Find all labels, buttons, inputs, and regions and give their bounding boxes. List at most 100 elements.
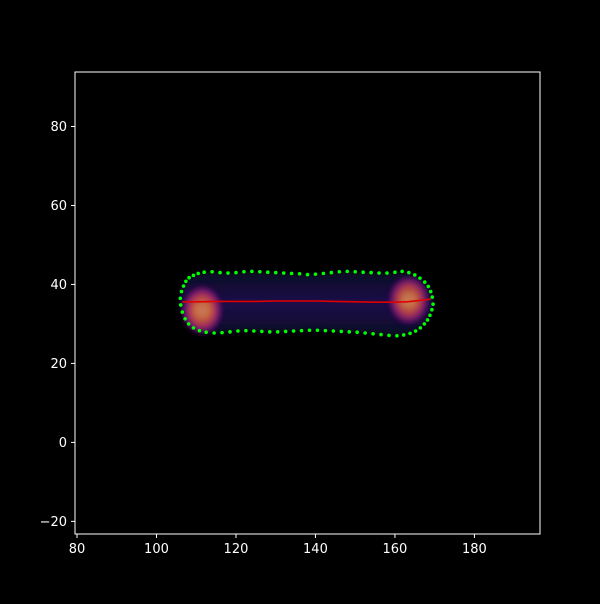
outline-point	[184, 279, 188, 284]
outline-point	[183, 316, 187, 321]
outline-point	[307, 328, 312, 333]
y-tick-label: 80	[50, 120, 67, 135]
outline-point	[422, 280, 427, 284]
outline-point	[413, 273, 417, 277]
outline-point	[204, 330, 208, 335]
outline-point	[400, 269, 404, 274]
bright-spot-core	[399, 289, 418, 312]
outline-point	[242, 270, 246, 274]
y-tick-label: 20	[50, 357, 67, 372]
midline	[182, 298, 431, 303]
y-tick-label: −20	[40, 515, 67, 530]
outline-point	[178, 303, 183, 307]
outline-point	[212, 331, 216, 335]
outline-point	[186, 322, 191, 326]
outline-point	[353, 270, 357, 274]
outline-point	[422, 322, 427, 326]
outline-point	[401, 333, 406, 337]
outline-point	[210, 270, 214, 274]
outline-point	[259, 329, 264, 334]
outline-point	[299, 328, 304, 333]
outline-point	[220, 330, 224, 335]
outline-point	[426, 284, 431, 289]
outline-point	[408, 331, 412, 336]
y-tick-label: 0	[59, 436, 67, 451]
outline-point	[315, 328, 320, 333]
outline-point	[379, 332, 383, 337]
outline-point	[407, 270, 411, 275]
series-layer	[178, 269, 435, 338]
outline-point	[361, 270, 365, 275]
outline-point	[430, 307, 434, 312]
x-tick-label: 120	[224, 542, 249, 557]
outline-point	[321, 271, 326, 276]
outline-point	[179, 289, 184, 294]
outline-point	[430, 295, 435, 299]
outline-point	[202, 270, 206, 275]
outline-point	[275, 330, 280, 334]
outline-point	[377, 271, 381, 275]
outline-point	[258, 270, 262, 274]
outline-point	[428, 289, 433, 294]
outline-point	[289, 271, 294, 276]
outline-point	[313, 272, 318, 276]
outline-point	[428, 313, 432, 318]
outline-point	[178, 296, 183, 301]
x-tick-label: 100	[144, 542, 169, 557]
outline-point	[387, 333, 391, 338]
outline-point	[250, 269, 254, 274]
outline-point	[369, 270, 373, 275]
x-tick-label: 160	[383, 542, 408, 557]
outline-point	[226, 271, 230, 275]
x-tick-label: 180	[462, 542, 487, 557]
outline-point	[191, 326, 196, 330]
outline-point	[297, 271, 302, 276]
bright-spot-core	[193, 299, 212, 322]
x-tick-label: 140	[303, 542, 328, 557]
outline-point	[196, 271, 201, 276]
y-axis-ticks: −20 0 20 40 60 80	[40, 120, 75, 530]
outline-point	[425, 318, 430, 322]
outline-point	[371, 332, 375, 336]
outline-point	[355, 330, 359, 335]
outline-point	[244, 328, 248, 333]
outline-point	[191, 273, 196, 278]
outline-point	[197, 328, 202, 333]
outline-point	[180, 310, 185, 314]
outline-point	[431, 302, 435, 306]
outline-point	[418, 326, 423, 330]
outline-point	[218, 270, 222, 275]
outline-point	[234, 270, 238, 275]
outline-point	[305, 272, 310, 277]
outline-point	[283, 329, 288, 334]
x-tick-label: 80	[69, 542, 86, 557]
outline-point	[393, 270, 397, 275]
outline-point	[323, 328, 328, 333]
outline-point	[413, 329, 418, 333]
outline-point	[181, 284, 186, 288]
outline-point	[273, 270, 278, 275]
outline-point	[329, 270, 334, 275]
outline-point	[236, 329, 240, 333]
outline-point	[331, 329, 336, 333]
outline-point	[228, 330, 232, 334]
outline-point	[339, 329, 344, 334]
outline-point	[347, 330, 352, 334]
outline-point	[337, 270, 342, 274]
outline-point	[265, 270, 270, 275]
outline-point	[187, 275, 191, 280]
outline-point	[418, 276, 422, 280]
outline-point	[281, 271, 286, 275]
outline-point	[363, 331, 367, 335]
axes-frame	[74, 71, 541, 535]
x-axis-ticks: 80 100 120 140 160 180	[69, 534, 487, 557]
outline-point	[267, 330, 272, 334]
outline-point	[385, 271, 389, 275]
heatmap-image	[180, 271, 434, 337]
outline-point	[291, 329, 296, 333]
outline-point	[252, 329, 256, 333]
outline-point	[395, 333, 399, 338]
outline-point	[345, 269, 350, 274]
